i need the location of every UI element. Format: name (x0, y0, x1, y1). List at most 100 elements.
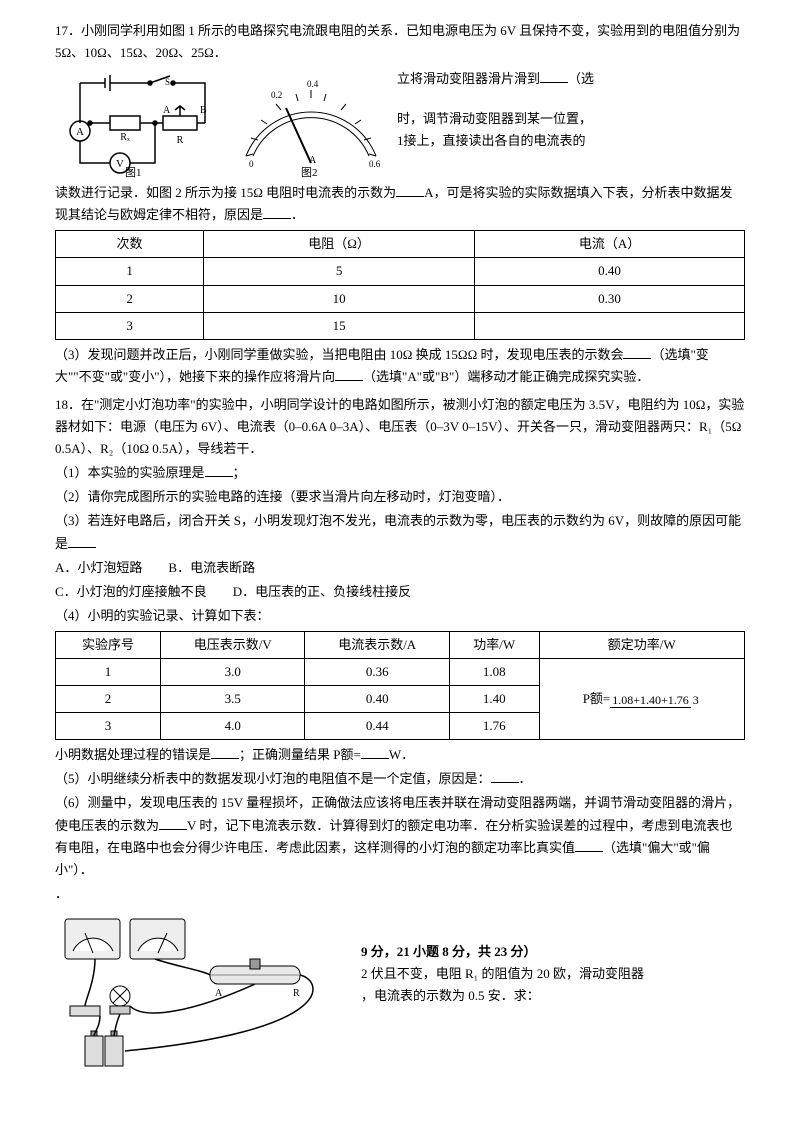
blank[interactable] (205, 464, 233, 477)
q18-options-row2: C．小灯泡的灯座接触不良 D．电压表的正、负接线柱接反 (55, 581, 745, 603)
question-17: 17．小刚同学利用如图 1 所示的电路探究电流跟电阻的关系．已知电源电压为 6V… (55, 20, 745, 388)
frac-top: 1.08+1.40+1.76 (610, 693, 691, 708)
td-cell: 1 (56, 658, 161, 685)
sec3-title: 9 分，21 小题 8 分，共 23 分） (361, 941, 745, 963)
th-cell: 电阻（Ω） (204, 231, 475, 258)
td-cell: 3 (56, 713, 161, 740)
q18-period: ． (55, 883, 745, 905)
blank[interactable] (396, 184, 424, 197)
th-cell: 电压表示数/V (160, 631, 305, 658)
opt-b: B．电流表断路 (168, 560, 255, 575)
q18-p5a-text: （5）小明继续分析表中的数据发现小灯泡的电阻值不是一个定值，原因是： (55, 771, 491, 786)
td-cell: 1.76 (449, 713, 539, 740)
td-cell: 0.30 (475, 285, 745, 312)
blank[interactable] (263, 206, 291, 219)
table-row: 1 5 0.40 (56, 258, 745, 285)
q18-p4b: 小明数据处理过程的错误是 ；正确测量结果 P额= W． (55, 744, 745, 766)
ammeter-dial: 0 0.4 0.2 0.6 A 图2 (231, 68, 391, 178)
table-row: 2 10 0.30 (56, 285, 745, 312)
table-header-row: 实验序号 电压表示数/V 电流表示数/A 功率/W 额定功率/W (56, 631, 745, 658)
blank[interactable] (623, 346, 651, 359)
frac-bot: 3 (691, 693, 701, 707)
td-cell: 10 (204, 285, 475, 312)
th-cell: 额定功率/W (539, 631, 745, 658)
q17-table: 次数 电阻（Ω） 电流（A） 1 5 0.40 2 10 0.30 3 15 (55, 230, 745, 339)
svg-text:0: 0 (249, 159, 254, 169)
svg-text:0.6: 0.6 (369, 159, 381, 169)
sec3-line1: 2 伏且不变，电阻 R₁ 的阻值为 20 欧，滑动变阻器 (361, 963, 745, 985)
td-cell: 15 (204, 312, 475, 339)
blank[interactable] (335, 368, 363, 381)
q18-p4c-text: ；正确测量结果 P额= (239, 747, 361, 762)
sec3-line2: ，电流表的示数为 0.5 安．求： (361, 985, 745, 1007)
q18-p4d-text: W． (389, 747, 414, 762)
blank[interactable] (211, 746, 239, 759)
bottom-row: A R 9 分，21 小题 8 分，共 23 分） 2 伏且不变，电阻 R₁ 的… (55, 911, 745, 1071)
th-cell: 实验序号 (56, 631, 161, 658)
opt-c: C．小灯泡的灯座接触不良 (55, 584, 207, 599)
th-cell: 次数 (56, 231, 204, 258)
td-cell: 3 (56, 312, 204, 339)
td-cell: 4.0 (160, 713, 305, 740)
th-cell: 电流表示数/A (305, 631, 450, 658)
fraction: 1.08+1.40+1.763 (610, 690, 701, 710)
td-cell: 3.5 (160, 686, 305, 713)
q18-p3: （3）若连好电路后，闭合开关 S，小明发现灯泡不发光，电流表的示数为零，电压表的… (55, 510, 745, 554)
circuit-diagram-1: A V Rₓ A B R (55, 68, 225, 178)
q17-figure-row: A V Rₓ A B R (55, 68, 745, 178)
blank[interactable] (575, 839, 603, 852)
q18-p2: （2）请你完成图所示的实验电路的连接（要求当滑片向左移动时，灯泡变暗）． (55, 486, 745, 508)
svg-text:0.4: 0.4 (307, 79, 319, 89)
td-cell: 0.36 (305, 658, 450, 685)
td-cell: 1.08 (449, 658, 539, 685)
q17-after-fig: 读数进行记录．如图 2 所示为接 15Ω 电阻时电流表的示数为A，可是将实验的实… (55, 182, 745, 226)
q17-intro: 17．小刚同学利用如图 1 所示的电路探究电流跟电阻的关系．已知电源电压为 6V… (55, 20, 745, 64)
td-cell: 2 (56, 285, 204, 312)
td-cell: 5 (204, 258, 475, 285)
blank[interactable] (68, 535, 96, 548)
td-cell: 0.40 (305, 686, 450, 713)
q18-table: 实验序号 电压表示数/V 电流表示数/A 功率/W 额定功率/W 1 3.0 0… (55, 631, 745, 740)
svg-text:V: V (116, 158, 124, 170)
table-header-row: 次数 电阻（Ω） 电流（A） (56, 231, 745, 258)
q18-p3a: （3）若连好电路后，闭合开关 S，小明发现灯泡不发光，电流表的示数为零，电压表的… (55, 513, 741, 550)
q17-afterfig-a: 读数进行记录．如图 2 所示为接 15Ω 电阻时电流表的示数为 (55, 185, 396, 200)
table-row: 3 15 (56, 312, 745, 339)
q18-intro: 18．在"测定小灯泡功率"的实验中，小明同学设计的电路如图所示，被测小灯泡的额定… (55, 394, 745, 460)
q18-p1-text: （1）本实验的实验原理是 (55, 465, 205, 480)
td-cell: 0.40 (475, 258, 745, 285)
svg-text:A: A (163, 105, 171, 116)
section3-text: 9 分，21 小题 8 分，共 23 分） 2 伏且不变，电阻 R₁ 的阻值为 … (361, 911, 745, 1007)
blank[interactable] (491, 770, 519, 783)
td-cell (475, 312, 745, 339)
q18-options-row1: A．小灯泡短路 B．电流表断路 (55, 557, 745, 579)
svg-text:0.2: 0.2 (271, 90, 282, 100)
td-cell: 0.44 (305, 713, 450, 740)
td-cell: 3.0 (160, 658, 305, 685)
sec3-title-text: 9 分，21 小题 8 分，共 23 分） (361, 944, 537, 959)
blank[interactable] (540, 70, 568, 83)
th-cell: 电流（A） (475, 231, 745, 258)
q17-side-text: 立将滑动变阻器滑片滑到（选 时，调节滑动变阻器到某一位置， 1接上，直接读出各自… (397, 68, 745, 152)
blank[interactable] (159, 817, 187, 830)
th-cell: 功率/W (449, 631, 539, 658)
q18-p6: （6）测量中，发现电压表的 15V 量程损坏，正确做法应该将电压表并联在滑动变阻… (55, 792, 745, 880)
question-18: 18．在"测定小灯泡功率"的实验中，小明同学设计的电路如图所示，被测小灯泡的额定… (55, 394, 745, 905)
formula-label: P额= (583, 691, 611, 706)
svg-text:R: R (177, 135, 184, 146)
opt-d: D．电压表的正、负接线柱接反 (233, 584, 411, 599)
formula-cell: P额=1.08+1.40+1.763 (539, 658, 745, 739)
q18-p4b-text: 小明数据处理过程的错误是 (55, 747, 211, 762)
q17-side2: 时，调节滑动变阻器到某一位置， (397, 108, 745, 130)
q17-p3c: （选填"A"或"B"）端移动才能正确完成探究实验． (363, 369, 649, 384)
svg-text:S: S (165, 77, 170, 87)
svg-text:图2: 图2 (301, 166, 318, 178)
q18-p4: （4）小明的实验记录、计算如下表： (55, 605, 745, 627)
table-row: 1 3.0 0.36 1.08 P额=1.08+1.40+1.763 (56, 658, 745, 685)
svg-text:图1: 图1 (125, 166, 142, 178)
q17-side1-tail: （选 (568, 71, 594, 86)
q17-side1: 立将滑动变阻器滑片滑到 (397, 71, 540, 86)
svg-text:A: A (76, 126, 84, 138)
td-cell: 1 (56, 258, 204, 285)
blank[interactable] (361, 746, 389, 759)
